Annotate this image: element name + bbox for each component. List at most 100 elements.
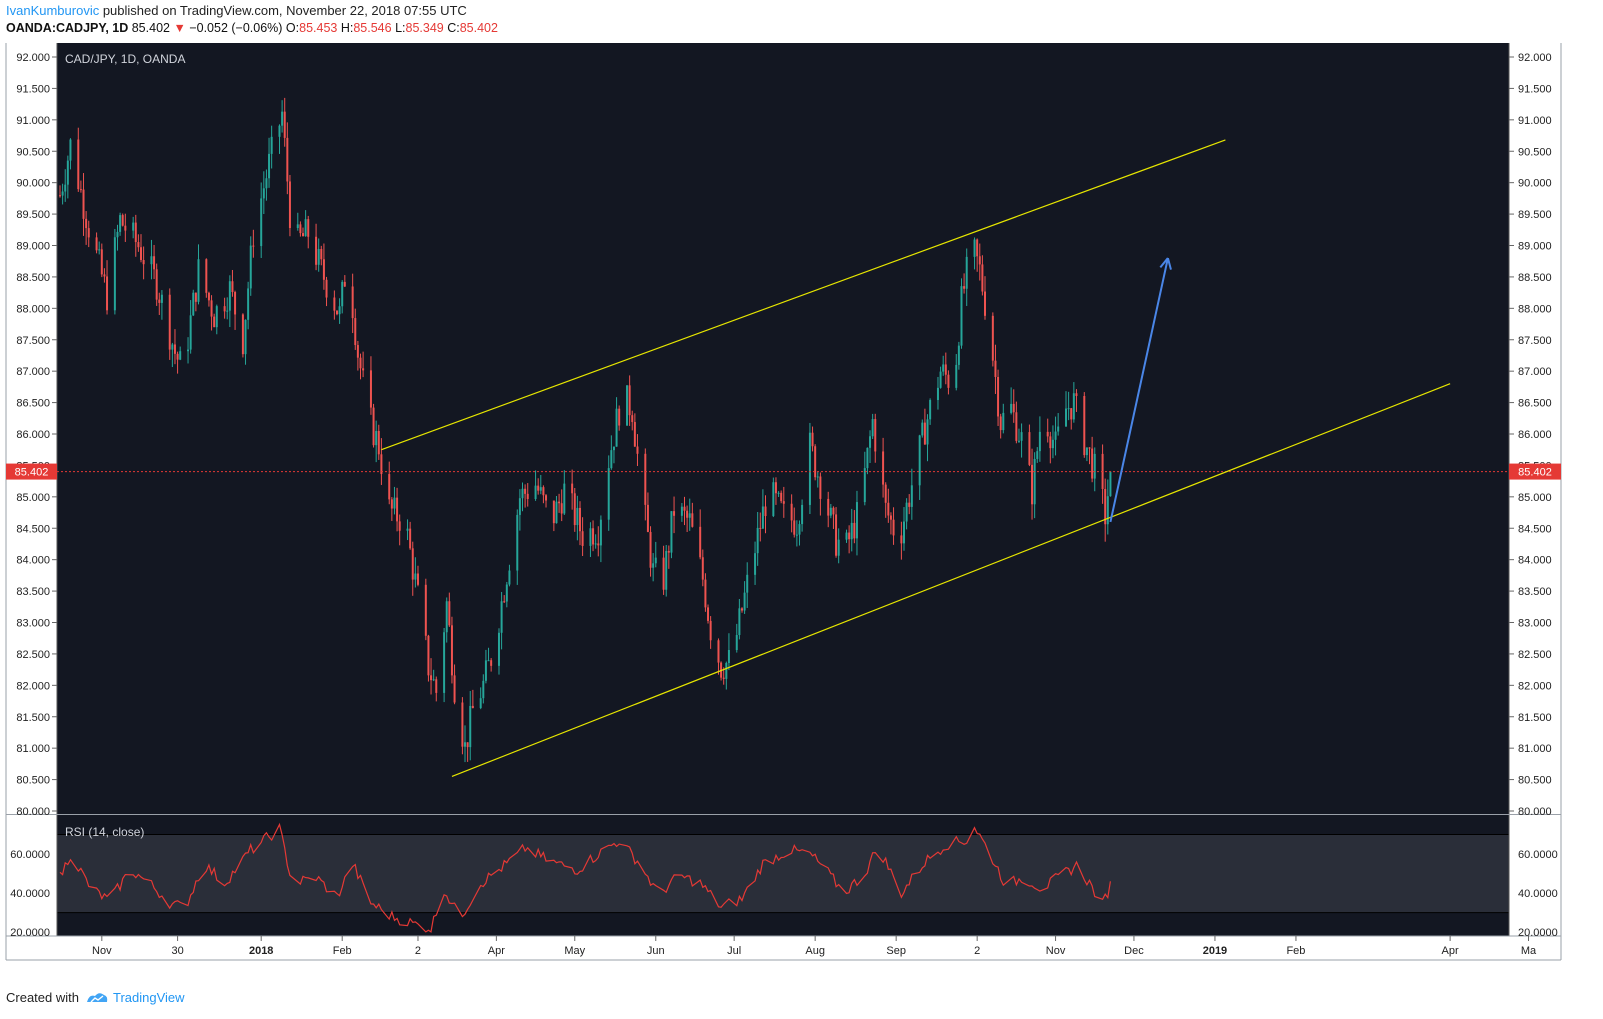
candle-body (576, 507, 579, 526)
tradingview-logo-icon[interactable] (85, 990, 109, 1007)
candle-body (398, 521, 401, 531)
time-tick-label: Jun (647, 945, 665, 957)
price-tick-label: 87.500 (1518, 335, 1552, 347)
candle-body (793, 520, 796, 535)
right-axis[interactable] (1509, 43, 1561, 936)
left-axis[interactable] (6, 43, 57, 936)
candle-body (1085, 447, 1088, 456)
candle-body (194, 292, 197, 302)
price-tick-label: 83.000 (16, 618, 50, 630)
candle-body (66, 160, 69, 185)
candle-body (450, 625, 453, 676)
candle-body (618, 408, 621, 426)
candle-body (171, 344, 174, 350)
candle-body (827, 498, 830, 516)
price-tick-label: 86.000 (16, 429, 50, 441)
candle-body (573, 493, 576, 526)
rsi-tick-label: 40.0000 (1518, 888, 1558, 900)
tradingview-link[interactable]: TradingView (112, 990, 185, 1005)
candle-body (155, 269, 158, 300)
candle-body (782, 501, 785, 504)
price-tag-box (6, 463, 57, 480)
candle-body (1046, 431, 1049, 437)
candle-body (808, 432, 811, 505)
footer: Created with TradingView (6, 990, 185, 1007)
candle-body (850, 522, 853, 540)
close-label: C: (447, 21, 460, 35)
open-value: 85.453 (299, 21, 338, 35)
rsi-tick-label: 20.0000 (1518, 927, 1558, 939)
time-tick-label: Feb (1286, 945, 1305, 957)
candle-body (1070, 408, 1073, 420)
high-value: 85.546 (353, 21, 392, 35)
candle-body (560, 503, 563, 514)
channel-upper-line[interactable] (381, 139, 1226, 451)
candle-body (411, 548, 414, 580)
candle-body (704, 579, 707, 608)
time-tick-label: Apr (1442, 945, 1459, 957)
forecast-arrow[interactable] (1109, 257, 1172, 523)
candle-body (443, 632, 446, 693)
candle-body (173, 344, 176, 354)
close-value: 85.402 (459, 21, 498, 35)
candle-body (829, 507, 832, 516)
candle-body (85, 218, 88, 229)
price-tick-label: 83.500 (1518, 586, 1552, 598)
candle-body (910, 485, 913, 507)
candle-body (356, 345, 359, 358)
price-tick-label: 87.000 (1518, 366, 1552, 378)
candle-body (1017, 440, 1020, 442)
candle-body (1065, 408, 1068, 427)
candle-body (416, 573, 419, 585)
open-label: O: (285, 21, 300, 35)
candle-body (359, 357, 362, 369)
candle-body (351, 286, 354, 319)
candle-body (900, 535, 903, 544)
candle-body (179, 351, 182, 360)
high-label: H: (340, 21, 354, 35)
candle-body (231, 281, 234, 293)
candle-body (69, 139, 72, 161)
candle-body (482, 680, 485, 699)
candle-body (500, 601, 503, 633)
candle-body (116, 231, 119, 238)
candle-body (497, 632, 500, 666)
candle-body (390, 499, 393, 509)
channel-lower-line[interactable] (451, 383, 1451, 777)
price-tick-label: 88.000 (16, 303, 50, 315)
candle-body (1015, 412, 1018, 441)
candle-body (1104, 489, 1107, 525)
candle-body (610, 450, 613, 469)
candle-body (207, 292, 210, 301)
candle-body (644, 453, 647, 505)
publish-info: IvanKumburovic published on TradingView.… (6, 3, 467, 18)
candle-body (134, 222, 137, 243)
candle-body (79, 189, 82, 191)
price-tick-label: 80.500 (16, 775, 50, 787)
time-tick-label: Dec (1124, 945, 1144, 957)
price-tick-label: 80.500 (1518, 775, 1552, 787)
candle-body (1020, 432, 1023, 441)
author-link[interactable]: IvanKumburovic (6, 3, 100, 18)
candle-body (626, 385, 629, 426)
price-tick-label: 85.000 (16, 492, 50, 504)
candle-body (1012, 403, 1015, 413)
arrow-head (1166, 257, 1172, 270)
time-axis[interactable] (6, 936, 1561, 960)
candle-body (369, 370, 372, 408)
price-tick-label: 82.000 (16, 680, 50, 692)
candle-body (1091, 448, 1094, 479)
candle-body (372, 407, 375, 446)
price-tick-label: 92.000 (16, 52, 50, 64)
candle-body (320, 249, 323, 260)
candle-body (338, 306, 341, 315)
candle-body (427, 635, 430, 676)
candle-body (646, 504, 649, 532)
candle-body (508, 570, 511, 585)
rsi-band (57, 834, 1509, 913)
candle-body (801, 504, 804, 525)
candle-body (740, 608, 743, 611)
time-tick-label: Sep (886, 945, 906, 957)
price-tick-label: 80.000 (1518, 806, 1552, 818)
